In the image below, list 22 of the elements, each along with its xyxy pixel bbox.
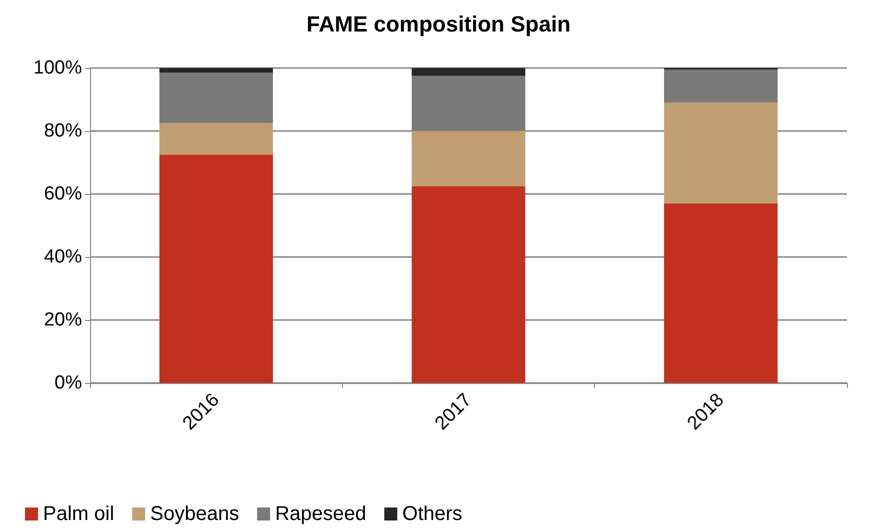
bar: [159, 68, 273, 73]
bar: [664, 203, 778, 383]
bar: [664, 70, 778, 103]
bar: [159, 72, 273, 124]
legend-label: Rapeseed: [275, 503, 366, 525]
y-tick-label: 40%: [44, 246, 82, 268]
bar: [412, 131, 526, 186]
bar: [664, 102, 778, 204]
y-tick-label: 80%: [44, 120, 82, 142]
bar: [412, 68, 526, 76]
y-tick-label: 100%: [33, 58, 82, 78]
bar: [412, 76, 526, 131]
chart-title: FAME composition Spain: [306, 12, 571, 36]
y-tick-label: 0%: [54, 372, 82, 394]
bar: [159, 154, 273, 383]
y-tick-label: 60%: [44, 184, 82, 204]
y-tick-label: 20%: [44, 310, 82, 330]
legend-label: Others: [402, 503, 462, 525]
bar: [159, 123, 273, 155]
legend-label: Palm oil: [43, 503, 114, 525]
legend-label: Soybeans: [150, 503, 240, 525]
bar: [412, 186, 526, 383]
